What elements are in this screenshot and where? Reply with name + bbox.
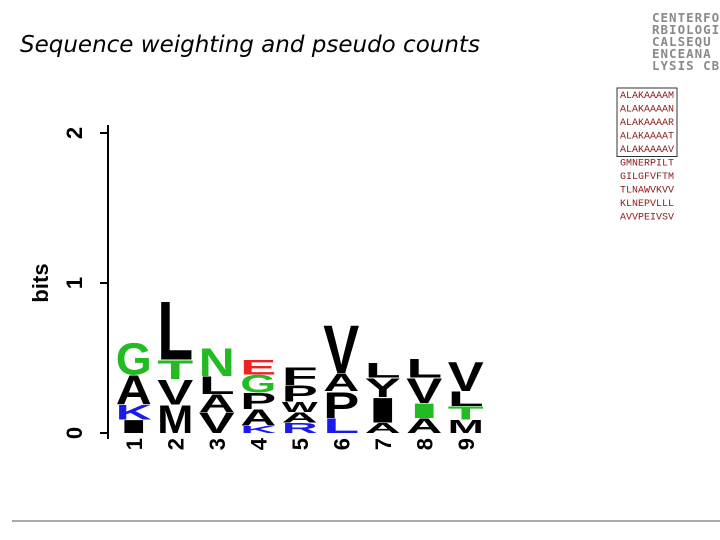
logo-letter: K (240, 424, 276, 436)
x-tick-label: 2 (163, 438, 188, 450)
logo-line: ENCEANA (652, 46, 712, 61)
logo-letter: R (282, 420, 318, 436)
sequence: GMNERPILT (620, 159, 674, 170)
logo-letter: I (406, 400, 442, 423)
logo-line: RBIOLOGI (652, 22, 720, 37)
sequence: AVVPEIVSV (620, 213, 674, 224)
x-tick-label: 3 (205, 438, 230, 450)
sequence: ALAKAAAAN (620, 105, 674, 116)
logo-letter: Y (365, 373, 401, 403)
y-tick-label: 0 (62, 427, 87, 439)
logo-letter: V (199, 406, 235, 439)
logo-letter: L (365, 359, 401, 382)
sequence-box (616, 87, 678, 157)
logo-letter: T (157, 355, 193, 385)
logo-letter: M (448, 416, 484, 437)
logo-letter: I (365, 390, 401, 430)
logo-letter: L (157, 284, 193, 377)
logo-line: LYSIS CBS (652, 58, 720, 73)
x-tick-label: 1 (122, 438, 147, 450)
sequence: ALAKAAAAM (620, 91, 674, 102)
logo-letter: A (365, 420, 401, 436)
logo-letter: L (448, 388, 484, 411)
slide-title: Sequence weighting and pseudo counts (20, 32, 480, 58)
x-tick-label: 9 (454, 438, 479, 450)
logo-letter: F (282, 363, 318, 391)
logo-letter: A (282, 409, 318, 425)
logo-letter: V (406, 371, 442, 411)
logo-letter: M (157, 398, 193, 442)
logo-letter: L (199, 372, 235, 400)
logo-letter: A (199, 390, 235, 418)
logo-letter: K (116, 401, 152, 424)
logo-letter: A (406, 415, 442, 438)
x-tick-label: 8 (412, 438, 437, 450)
logo-letter: T (448, 403, 484, 424)
logo-letter: A (240, 405, 276, 431)
sequence: ALAKAAAAV (620, 145, 674, 156)
sequence: TLNAWVKVV (620, 186, 674, 197)
sequence: ALAKAAAAR (620, 118, 674, 129)
logo-letter: G (116, 334, 152, 385)
logo-letter: I (116, 416, 152, 437)
x-tick-label: 6 (329, 438, 354, 450)
logo-line: CENTERFO (652, 10, 720, 25)
x-tick-label: 5 (288, 438, 313, 450)
logo-letter: W (282, 399, 318, 415)
logo-letter: V (323, 311, 359, 388)
logo-letter: A (116, 368, 152, 414)
x-tick-label: 4 (246, 437, 271, 450)
x-tick-label: 7 (371, 438, 396, 450)
logo-letter: V (157, 372, 193, 412)
logo-letter: A (323, 369, 359, 397)
logo-line: CALSEQU (652, 34, 712, 49)
y-tick-label: 1 (62, 277, 87, 289)
logo-letter: L (406, 353, 442, 383)
logo-letter: G (240, 370, 276, 398)
logo-letter: P (240, 388, 276, 414)
logo-letter: N (199, 341, 235, 385)
sequence: GILGFVFTM (620, 172, 674, 183)
sequence: KLNEPVLLL (620, 199, 674, 210)
y-tick-label: 2 (62, 127, 87, 139)
logo-letter: L (323, 415, 359, 438)
sequence: ALAKAAAAT (620, 132, 674, 143)
logo-letter: P (323, 385, 359, 427)
logo-letter: P (282, 381, 318, 407)
logo-letter: V (448, 354, 484, 400)
y-axis-label: bits (28, 263, 53, 302)
logo-letter: E (240, 356, 276, 379)
